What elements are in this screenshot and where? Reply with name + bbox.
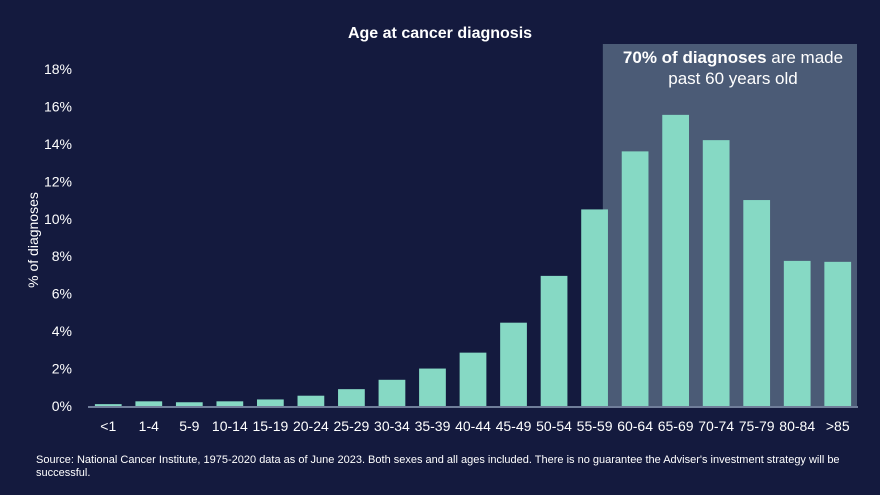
x-tick-label: >85 [826,418,850,434]
bar [459,352,487,406]
x-tick-label: 70-74 [698,418,734,434]
x-tick-label: 60-64 [617,418,653,434]
x-tick-label: 20-24 [293,418,329,434]
bar [338,389,365,406]
x-tick-label: 30-34 [374,418,410,434]
source-note: Source: National Cancer Institute, 1975-… [36,454,840,479]
bar [540,275,568,406]
chart-title: Age at cancer diagnosis [348,25,532,42]
x-tick-label: 80-84 [779,418,815,434]
y-tick-label: 2% [52,361,72,377]
x-tick-label: 35-39 [415,418,451,434]
bar [702,140,730,406]
x-tick-label: <1 [100,418,116,434]
y-tick-label: 0% [52,398,72,414]
y-tick-label: 14% [44,136,72,152]
bar [216,401,244,406]
bar [581,209,608,406]
x-tick-label: 15-19 [252,418,288,434]
bar [378,379,406,406]
y-tick-label: 6% [52,286,72,302]
x-tick-label: 10-14 [212,418,248,434]
y-axis-label: % of diagnoses [25,192,41,288]
bar [621,151,649,406]
bar [783,260,811,406]
x-tick-label: 55-59 [577,418,613,434]
x-tick-label: 45-49 [496,418,532,434]
bars [94,114,852,406]
bar [135,401,163,406]
x-tick-label: 50-54 [536,418,572,434]
bar [662,114,690,406]
bar [419,368,446,406]
y-tick-label: 16% [44,98,72,114]
bar [743,200,771,406]
callout-strong-text: 70% of diagnoses [623,48,767,67]
bar [256,399,284,406]
callout-rest-text: are made [767,48,844,67]
x-tick-label: 5-9 [179,418,199,434]
x-tick-label: 65-69 [658,418,694,434]
y-tick-label: 18% [44,61,72,77]
x-axis-ticks: <1 1-4 5-9 10-14 15-19 20-24 25-29 30-34 35-39 40… [100,418,850,434]
y-tick-label: 10% [44,211,72,227]
y-axis-ticks: 0% 2% 4% 6% 8% 10% 12% 14% 16% 18% [44,61,72,414]
bar [94,404,122,406]
bar [500,322,527,406]
x-tick-label: 40-44 [455,418,491,434]
x-tick-label: 75-79 [739,418,775,434]
callout-line-1: 70% of diagnoses are made [623,48,843,67]
x-tick-label: 1-4 [139,418,159,434]
bar [175,402,203,406]
x-tick-label: 25-29 [334,418,370,434]
y-tick-label: 8% [52,248,72,264]
bar [297,395,325,406]
callout-line-2: past 60 years old [668,69,797,88]
bar [824,261,852,406]
y-tick-label: 12% [44,173,72,189]
y-tick-label: 4% [52,323,72,339]
